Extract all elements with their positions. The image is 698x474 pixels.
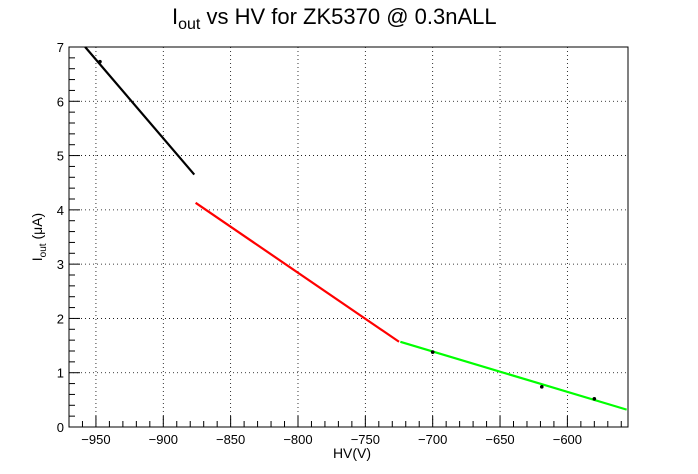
y-tick-label: 0: [57, 420, 64, 435]
marker-group: [98, 59, 597, 401]
x-tick-label: −750: [351, 432, 380, 447]
x-tick-label: −700: [418, 432, 447, 447]
x-tick-label: −800: [283, 432, 312, 447]
y-tick-label: 2: [57, 311, 64, 326]
y-axis-title: Iout (μA): [29, 213, 49, 261]
y-tick-label: 3: [57, 257, 64, 272]
chart-title-sub: out: [178, 16, 201, 33]
series-line-1: [84, 46, 196, 176]
y-axis-title-main: I: [29, 257, 45, 261]
chart-title-main: I: [172, 4, 178, 29]
data-point: [98, 59, 102, 64]
data-point: [539, 385, 544, 389]
x-tick-label: −950: [81, 432, 110, 447]
x-tick-label: −600: [553, 432, 582, 447]
chart-title-rest: vs HV for ZK5370 @ 0.3nALL: [200, 4, 496, 29]
y-tick-label: 1: [57, 366, 64, 381]
y-axis: 0 1 2 3 4 5 6 7: [57, 40, 80, 435]
chart-title: Iout vs HV for ZK5370 @ 0.3nALL: [172, 4, 497, 33]
data-point: [592, 396, 597, 401]
y-tick-label: 5: [57, 149, 64, 164]
y-tick-label: 4: [57, 203, 64, 218]
y-tick-label: 6: [57, 94, 64, 109]
x-axis-title: HV(V): [333, 445, 371, 461]
y-axis-title-rest: (μA): [29, 213, 45, 244]
x-tick-label: −900: [149, 432, 178, 447]
x-axis: −950 −900 −850 −800 −750 −700 −650 −600: [68, 416, 622, 447]
x-tick-label: −650: [485, 432, 514, 447]
plot-frame: [68, 46, 629, 428]
y-tick-label: 7: [57, 40, 64, 55]
series-line-2: [194, 201, 400, 343]
grid-lines: [69, 47, 628, 427]
y-axis-title-sub: out: [38, 243, 49, 257]
series-line-3: [400, 340, 627, 411]
data-point: [430, 350, 435, 354]
x-tick-label: −850: [216, 432, 245, 447]
series-group: [84, 46, 627, 411]
